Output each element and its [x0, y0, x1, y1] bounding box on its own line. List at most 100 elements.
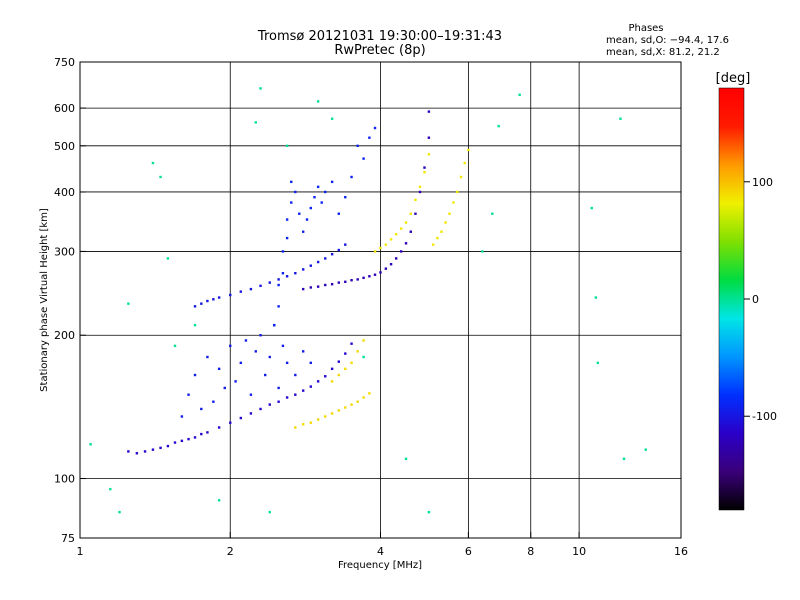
data-point: [294, 272, 297, 275]
data-point: [431, 243, 435, 246]
data-point: [249, 393, 253, 396]
data-point: [362, 276, 365, 280]
data-point: [379, 271, 382, 274]
data-point: [259, 87, 262, 90]
data-point: [229, 344, 232, 348]
data-point: [389, 238, 393, 241]
data-point: [294, 426, 297, 429]
data-point: [622, 457, 626, 461]
data-point: [399, 227, 403, 230]
data-point: [259, 334, 262, 337]
data-point: [324, 375, 327, 378]
data-point: [344, 195, 347, 199]
data-point: [309, 264, 312, 267]
chart-title: Tromsø 20121031 19:30:00–19:31:43: [257, 29, 502, 44]
data-point: [330, 180, 334, 184]
data-point: [409, 230, 412, 233]
colorbar-label: [deg]: [716, 71, 751, 86]
data-point: [281, 344, 285, 348]
data-point: [362, 157, 365, 160]
data-point: [285, 218, 289, 221]
data-point: [135, 452, 139, 455]
data-point: [309, 421, 312, 424]
data-point: [206, 431, 209, 434]
data-point: [316, 380, 320, 383]
data-point: [223, 386, 226, 390]
x-tick-label: 6: [465, 545, 472, 558]
data-point: [273, 323, 276, 327]
data-point: [414, 212, 417, 215]
data-point: [180, 415, 184, 418]
data-point: [151, 448, 155, 451]
data-point: [368, 392, 371, 395]
data-point: [234, 380, 237, 383]
x-tick-label: 16: [674, 545, 688, 558]
data-point: [518, 93, 521, 96]
data-point: [159, 446, 162, 450]
data-point: [373, 126, 377, 130]
data-point: [285, 275, 289, 278]
data-point: [456, 190, 459, 194]
data-point: [173, 441, 177, 444]
data-point: [268, 510, 271, 514]
data-point: [362, 339, 365, 342]
x-tick-label: 10: [572, 545, 586, 558]
data-point: [330, 252, 334, 256]
y-ticks: 75 100 200 300 400 500 600 750: [54, 56, 86, 545]
data-point: [404, 457, 408, 461]
data-point: [277, 305, 280, 308]
data-point: [344, 352, 347, 355]
data-point: [337, 248, 341, 252]
data-point: [337, 373, 341, 377]
data-point: [394, 257, 398, 260]
y-tick-label: 750: [54, 56, 75, 69]
data-point: [350, 279, 353, 282]
data-point: [368, 136, 371, 139]
phases-title: Phases: [628, 23, 663, 34]
data-point: [362, 396, 365, 399]
data-point: [200, 407, 203, 411]
data-point: [316, 100, 320, 103]
data-point: [444, 221, 447, 224]
colorbar: [deg] 100 0 -100: [716, 71, 777, 511]
data-point: [277, 400, 280, 403]
data-point: [330, 283, 334, 286]
plot-area: 1 2 4 6 8 10 16 75 100 200 300 400 500 600 750: [54, 56, 688, 558]
data-point: [173, 344, 177, 348]
data-point: [206, 299, 209, 303]
data-point: [309, 361, 312, 365]
data-point: [389, 263, 393, 266]
data-point: [217, 426, 221, 429]
data-point: [619, 117, 622, 120]
y-tick-label: 600: [54, 102, 75, 115]
data-point: [362, 355, 365, 359]
data-point: [316, 418, 320, 421]
data-point: [440, 230, 443, 233]
data-point: [239, 361, 243, 365]
data-point: [285, 144, 289, 148]
data-point: [320, 201, 323, 204]
data-point: [259, 407, 262, 411]
data-point: [427, 136, 431, 139]
data-point: [324, 190, 327, 194]
data-point: [298, 212, 301, 215]
data-point: [330, 117, 334, 120]
data-point: [281, 272, 285, 275]
data-point: [467, 148, 470, 152]
data-point: [427, 510, 431, 514]
data-point: [418, 190, 422, 194]
data-point: [344, 367, 347, 371]
y-tick-label: 75: [61, 532, 75, 545]
data-point: [268, 355, 271, 359]
data-point: [301, 350, 305, 353]
y-tick-label: 400: [54, 186, 75, 199]
data-point: [356, 278, 359, 281]
data-point: [423, 171, 426, 174]
data-point: [294, 393, 297, 396]
data-point: [497, 124, 500, 128]
data-point: [309, 286, 312, 289]
data-point: [200, 302, 203, 305]
data-point: [373, 273, 377, 276]
data-point: [249, 412, 253, 415]
